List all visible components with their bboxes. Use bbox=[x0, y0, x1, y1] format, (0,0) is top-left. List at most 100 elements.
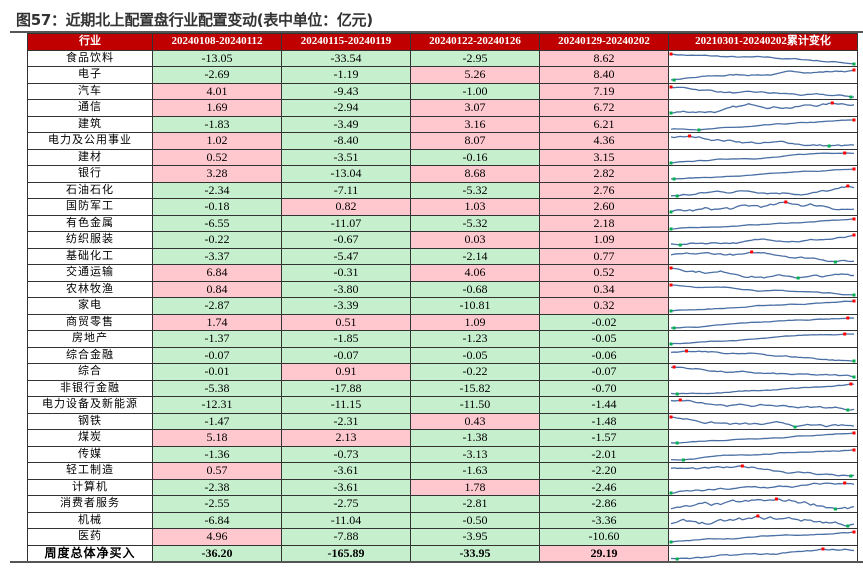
sparkline bbox=[670, 398, 855, 412]
table-row: 非银行金融 -5.38 -17.88 -15.82 -0.70 bbox=[27, 379, 858, 397]
net-buy-value: -1.85 bbox=[281, 330, 411, 348]
sparkline-line bbox=[670, 350, 855, 362]
net-buy-value: 2.76 bbox=[539, 181, 669, 199]
net-buy-value: 0.84 bbox=[152, 280, 282, 298]
industry-name: 电力设备及新能源 bbox=[27, 396, 153, 414]
net-buy-value: 0.34 bbox=[539, 280, 669, 298]
sparkline-line bbox=[670, 515, 855, 527]
net-buy-value: -0.18 bbox=[152, 198, 282, 216]
net-buy-value: -1.37 bbox=[152, 330, 282, 348]
table-row: 银行 3.28 -13.04 8.68 2.82 bbox=[27, 165, 858, 183]
cumulative-sparkline-cell bbox=[668, 363, 858, 381]
table-row: 房地产 -1.37 -1.85 -1.23 -0.05 bbox=[27, 330, 858, 348]
net-buy-value: 0.51 bbox=[281, 313, 411, 331]
industry-name: 综合 bbox=[27, 363, 153, 381]
sparkline-max-marker bbox=[852, 118, 856, 122]
net-buy-value: 3.16 bbox=[410, 115, 540, 133]
net-buy-value: 0.91 bbox=[281, 363, 411, 381]
sparkline bbox=[670, 514, 855, 528]
cumulative-sparkline-cell bbox=[668, 214, 858, 232]
industry-name: 电力及公用事业 bbox=[27, 132, 153, 150]
sparkline-max-marker bbox=[852, 431, 856, 435]
industry-name: 传媒 bbox=[27, 445, 153, 463]
net-buy-value: -0.73 bbox=[281, 445, 411, 463]
sparkline-min-marker bbox=[681, 458, 685, 462]
cumulative-sparkline-cell bbox=[668, 247, 858, 265]
net-buy-value: 1.78 bbox=[410, 478, 540, 496]
sparkline-max-marker bbox=[852, 167, 856, 171]
net-buy-value: -13.05 bbox=[152, 49, 282, 67]
industry-name: 周度总体净买入 bbox=[27, 544, 153, 562]
net-buy-value: -1.19 bbox=[281, 66, 411, 84]
sparkline-min-marker bbox=[833, 260, 837, 264]
net-buy-value: -2.46 bbox=[539, 478, 669, 496]
sparkline bbox=[670, 365, 856, 379]
net-buy-value: -2.31 bbox=[281, 412, 411, 430]
table-row: 煤炭 5.18 2.13 -1.38 -1.57 bbox=[27, 429, 858, 447]
sparkline-max-marker bbox=[846, 184, 850, 188]
net-buy-value: -33.54 bbox=[281, 49, 411, 67]
sparkline-min-marker bbox=[852, 293, 856, 297]
sparkline bbox=[669, 481, 855, 495]
sparkline-max-marker bbox=[740, 464, 744, 468]
column-header: 20240129-20240202 bbox=[539, 33, 669, 51]
industry-name: 钢铁 bbox=[27, 412, 153, 430]
sparkline-min-marker bbox=[675, 441, 679, 445]
net-buy-value: -10.60 bbox=[539, 528, 669, 546]
sparkline-max-marker bbox=[672, 365, 676, 369]
sparkline bbox=[670, 233, 856, 247]
sparkline-min-marker bbox=[672, 177, 676, 181]
net-buy-value: -13.04 bbox=[281, 165, 411, 183]
net-buy-value: -1.00 bbox=[410, 82, 540, 100]
sparkline bbox=[670, 68, 856, 82]
net-buy-value: 8.07 bbox=[410, 132, 540, 150]
cumulative-sparkline-cell bbox=[668, 346, 858, 364]
net-buy-value: -0.16 bbox=[410, 148, 540, 166]
industry-name: 有色金属 bbox=[27, 214, 153, 232]
sparkline-line bbox=[670, 416, 855, 428]
industry-name: 机械 bbox=[27, 511, 153, 529]
industry-name: 医药 bbox=[27, 528, 153, 546]
table-row: 纺织服装 -0.22 -0.67 0.03 1.09 bbox=[27, 231, 858, 249]
net-buy-value: -0.01 bbox=[152, 363, 282, 381]
cumulative-sparkline-cell bbox=[668, 544, 858, 562]
net-buy-value: 4.36 bbox=[539, 132, 669, 150]
column-header: 20210301-20240202累计变化 bbox=[668, 33, 858, 51]
sparkline-line bbox=[670, 482, 855, 494]
sparkline-max-marker bbox=[843, 151, 847, 155]
sparkline bbox=[669, 85, 855, 99]
net-buy-value: -1.83 bbox=[152, 115, 282, 133]
net-buy-value: -7.11 bbox=[281, 181, 411, 199]
industry-name: 非银行金融 bbox=[27, 379, 153, 397]
sparkline-line bbox=[670, 251, 855, 263]
sparkline-min-marker bbox=[669, 309, 673, 313]
industry-name: 纺织服装 bbox=[27, 231, 153, 249]
net-buy-value: -0.05 bbox=[410, 346, 540, 364]
net-buy-value: -1.38 bbox=[410, 429, 540, 447]
sparkline-line bbox=[670, 531, 855, 543]
sparkline bbox=[670, 547, 855, 561]
sparkline-min-marker bbox=[669, 491, 673, 495]
net-buy-value: -11.50 bbox=[410, 396, 540, 414]
sparkline bbox=[669, 415, 855, 429]
sparkline bbox=[669, 101, 855, 115]
net-buy-value: -2.14 bbox=[410, 247, 540, 265]
net-buy-value: 0.52 bbox=[152, 148, 282, 166]
sparkline-min-marker bbox=[852, 62, 856, 66]
net-buy-value: -3.51 bbox=[281, 148, 411, 166]
net-buy-value: 0.32 bbox=[539, 297, 669, 315]
net-buy-value: -0.31 bbox=[281, 264, 411, 282]
net-buy-value: -5.38 bbox=[152, 379, 282, 397]
cumulative-sparkline-cell bbox=[668, 412, 858, 430]
table-row: 通信 1.69 -2.94 3.07 6.72 bbox=[27, 99, 858, 117]
net-buy-value: 8.40 bbox=[539, 66, 669, 84]
sparkline bbox=[670, 316, 855, 330]
cumulative-sparkline-cell bbox=[668, 148, 858, 166]
cumulative-sparkline-cell bbox=[668, 528, 858, 546]
table-row: 传媒 -1.36 -0.73 -3.13 -2.01 bbox=[27, 445, 858, 463]
cumulative-sparkline-cell bbox=[668, 396, 858, 414]
sparkline-max-marker bbox=[784, 200, 788, 204]
net-buy-value: 6.84 bbox=[152, 264, 282, 282]
cumulative-sparkline-cell bbox=[668, 198, 858, 216]
table-row: 钢铁 -1.47 -2.31 0.43 -1.48 bbox=[27, 412, 858, 430]
